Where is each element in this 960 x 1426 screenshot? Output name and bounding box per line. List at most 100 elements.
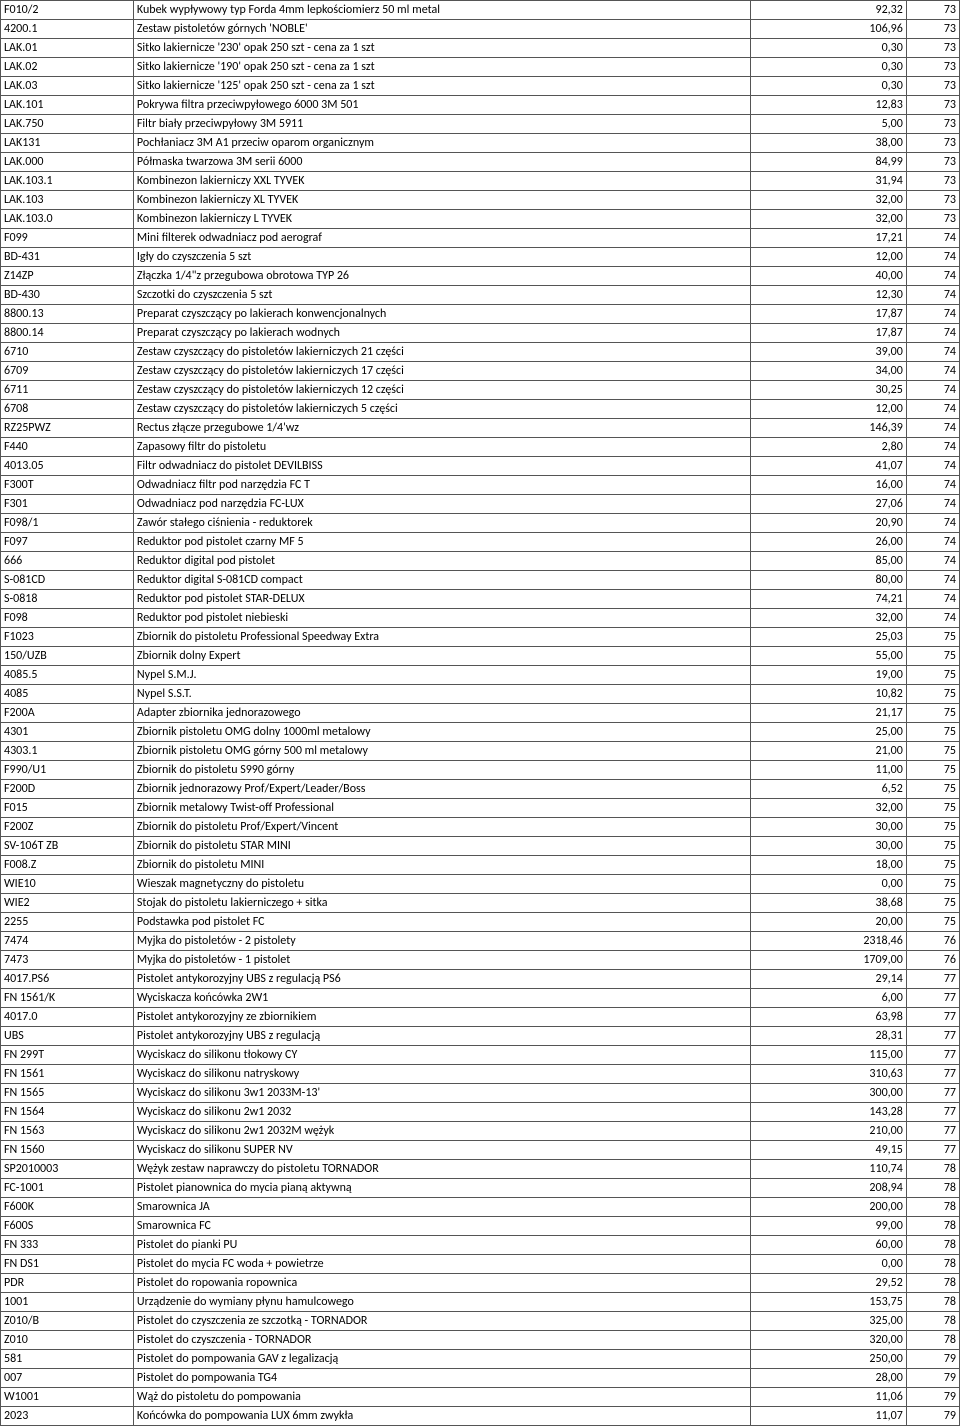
code-cell: SV-106T ZB	[1, 837, 134, 856]
page-cell: 73	[906, 172, 959, 191]
code-cell: F008.Z	[1, 856, 134, 875]
table-row: F200AAdapter zbiornika jednorazowego21,1…	[1, 704, 960, 723]
description-cell: Sitko lakiernicze '125' opak 250 szt - c…	[133, 77, 751, 96]
page-cell: 73	[906, 77, 959, 96]
price-cell: 28,31	[751, 1027, 906, 1046]
price-cell: 27,06	[751, 495, 906, 514]
table-row: 6710Zestaw czyszczący do pistoletów laki…	[1, 343, 960, 362]
table-row: 007Pistolet do pompowania TG428,0079	[1, 1369, 960, 1388]
table-row: F990/U1Zbiornik do pistoletu S990 górny1…	[1, 761, 960, 780]
table-row: W1001Wąż do pistoletu do pompowania11,06…	[1, 1388, 960, 1407]
table-row: LAK.750Filtr biały przeciwpyłowy 3M 5911…	[1, 115, 960, 134]
code-cell: LAK.750	[1, 115, 134, 134]
description-cell: Zbiornik pistoletu OMG górny 500 ml meta…	[133, 742, 751, 761]
table-row: 6711Zestaw czyszczący do pistoletów laki…	[1, 381, 960, 400]
table-row: RZ25PWZRectus złącze przegubowe 1/4'wz14…	[1, 419, 960, 438]
description-cell: Zbiornik do pistoletu MINI	[133, 856, 751, 875]
page-cell: 73	[906, 96, 959, 115]
price-cell: 320,00	[751, 1331, 906, 1350]
page-cell: 74	[906, 438, 959, 457]
page-cell: 73	[906, 191, 959, 210]
table-row: FN 299TWyciskacz do silikonu tłokowy CY1…	[1, 1046, 960, 1065]
table-row: F010/2Kubek wypływowy typ Forda 4mm lepk…	[1, 1, 960, 20]
price-cell: 0,00	[751, 875, 906, 894]
page-cell: 78	[906, 1160, 959, 1179]
price-cell: 32,00	[751, 799, 906, 818]
page-cell: 78	[906, 1236, 959, 1255]
code-cell: W1001	[1, 1388, 134, 1407]
code-cell: F600S	[1, 1217, 134, 1236]
price-cell: 16,00	[751, 476, 906, 495]
description-cell: Kombinezon lakierniczy XL TYVEK	[133, 191, 751, 210]
description-cell: Pistolet do pompowania GAV z legalizacją	[133, 1350, 751, 1369]
table-row: FN 1563Wyciskacz do silikonu 2w1 2032M w…	[1, 1122, 960, 1141]
description-cell: Adapter zbiornika jednorazowego	[133, 704, 751, 723]
description-cell: Reduktor digital S-081CD compact	[133, 571, 751, 590]
code-cell: Z14ZP	[1, 267, 134, 286]
page-cell: 73	[906, 1, 959, 20]
page-cell: 74	[906, 457, 959, 476]
price-table: F010/2Kubek wypływowy typ Forda 4mm lepk…	[0, 0, 960, 1426]
description-cell: Pochłaniacz 3M A1 przeciw oparom organic…	[133, 134, 751, 153]
code-cell: LAK.03	[1, 77, 134, 96]
description-cell: Wyciskacz do silikonu SUPER NV	[133, 1141, 751, 1160]
description-cell: Wyciskacz do silikonu 2w1 2032M wężyk	[133, 1122, 751, 1141]
table-row: 6708Zestaw czyszczący do pistoletów laki…	[1, 400, 960, 419]
price-cell: 26,00	[751, 533, 906, 552]
price-cell: 30,00	[751, 818, 906, 837]
description-cell: Preparat czyszczący po lakierach wodnych	[133, 324, 751, 343]
table-row: Z14ZPZłączka 1/4"z przegubowa obrotowa T…	[1, 267, 960, 286]
page-cell: 77	[906, 1065, 959, 1084]
code-cell: F099	[1, 229, 134, 248]
code-cell: S-0818	[1, 590, 134, 609]
page-cell: 73	[906, 20, 959, 39]
page-cell: 77	[906, 1046, 959, 1065]
price-cell: 55,00	[751, 647, 906, 666]
description-cell: Wyciskacz do silikonu tłokowy CY	[133, 1046, 751, 1065]
page-cell: 75	[906, 894, 959, 913]
code-cell: FN 1560	[1, 1141, 134, 1160]
description-cell: Zestaw czyszczący do pistoletów lakierni…	[133, 343, 751, 362]
price-cell: 0,30	[751, 39, 906, 58]
code-cell: LAK.103	[1, 191, 134, 210]
table-row: F600KSmarownica JA200,0078	[1, 1198, 960, 1217]
table-row: F099Mini filterek odwadniacz pod aerogra…	[1, 229, 960, 248]
page-cell: 76	[906, 951, 959, 970]
code-cell: F1023	[1, 628, 134, 647]
code-cell: 4085.5	[1, 666, 134, 685]
table-row: WIE2Stojak do pistoletu lakierniczego + …	[1, 894, 960, 913]
code-cell: F200Z	[1, 818, 134, 837]
page-cell: 75	[906, 761, 959, 780]
table-row: LAK.103.1Kombinezon lakierniczy XXL TYVE…	[1, 172, 960, 191]
page-cell: 77	[906, 970, 959, 989]
description-cell: Smarownica FC	[133, 1217, 751, 1236]
description-cell: Zawór stałego ciśnienia - reduktorek	[133, 514, 751, 533]
price-cell: 29,52	[751, 1274, 906, 1293]
description-cell: Stojak do pistoletu lakierniczego + sitk…	[133, 894, 751, 913]
description-cell: Zapasowy filtr do pistoletu	[133, 438, 751, 457]
page-cell: 73	[906, 39, 959, 58]
code-cell: BD-430	[1, 286, 134, 305]
code-cell: 4017.0	[1, 1008, 134, 1027]
table-row: 666Reduktor digital pod pistolet85,0074	[1, 552, 960, 571]
table-row: 581Pistolet do pompowania GAV z legaliza…	[1, 1350, 960, 1369]
price-cell: 63,98	[751, 1008, 906, 1027]
table-row: F301Odwadniacz pod narzędzia FC-LUX27,06…	[1, 495, 960, 514]
description-cell: Pistolet do ropowania ropownica	[133, 1274, 751, 1293]
price-cell: 1709,00	[751, 951, 906, 970]
code-cell: WIE10	[1, 875, 134, 894]
description-cell: Zestaw pistoletów górnych 'NOBLE'	[133, 20, 751, 39]
code-cell: LAK.101	[1, 96, 134, 115]
page-cell: 75	[906, 818, 959, 837]
code-cell: WIE2	[1, 894, 134, 913]
description-cell: Półmaska twarzowa 3M serii 6000	[133, 153, 751, 172]
code-cell: FN 1561/K	[1, 989, 134, 1008]
description-cell: Pistolet antykorozyjny ze zbiornikiem	[133, 1008, 751, 1027]
code-cell: SP2010003	[1, 1160, 134, 1179]
description-cell: Igły do czyszczenia 5 szt	[133, 248, 751, 267]
page-cell: 74	[906, 533, 959, 552]
page-cell: 74	[906, 229, 959, 248]
code-cell: UBS	[1, 1027, 134, 1046]
page-cell: 74	[906, 362, 959, 381]
description-cell: Pistolet do pompowania TG4	[133, 1369, 751, 1388]
